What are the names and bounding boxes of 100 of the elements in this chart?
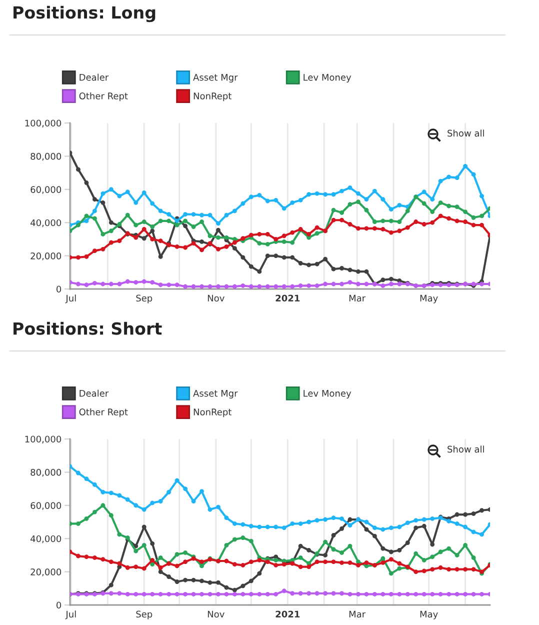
point <box>314 591 320 596</box>
point <box>290 521 295 526</box>
x-tick-label: Mar <box>349 610 366 618</box>
point <box>216 235 220 240</box>
point <box>224 235 229 240</box>
point <box>405 540 410 545</box>
point <box>108 513 114 518</box>
point <box>282 588 286 594</box>
point <box>150 500 155 506</box>
point <box>240 255 246 260</box>
x-tick-label: May <box>420 294 438 304</box>
point <box>306 262 312 268</box>
point <box>224 592 229 596</box>
point <box>274 198 278 202</box>
point <box>454 521 460 526</box>
point <box>380 592 386 596</box>
point <box>422 201 426 206</box>
point <box>232 521 237 526</box>
point <box>232 240 237 245</box>
point <box>314 231 320 236</box>
point <box>100 503 106 508</box>
point <box>117 561 122 566</box>
point <box>200 592 204 596</box>
point <box>142 227 146 232</box>
point <box>340 550 344 555</box>
point <box>108 591 114 596</box>
point <box>216 228 220 232</box>
point <box>372 526 377 530</box>
x-tick-label: May <box>420 610 438 620</box>
point <box>208 580 212 585</box>
point <box>134 592 138 596</box>
line-series <box>70 550 490 574</box>
point <box>446 518 452 524</box>
point <box>100 282 106 286</box>
point <box>380 197 386 202</box>
point <box>232 246 237 251</box>
legend-label: Lev Money <box>304 74 352 82</box>
point <box>92 208 97 214</box>
x-tick-label: Jul <box>65 294 76 304</box>
point <box>92 510 97 514</box>
point <box>191 224 196 229</box>
point <box>414 592 418 596</box>
point <box>265 524 270 530</box>
point <box>166 212 172 217</box>
point <box>463 164 468 168</box>
point <box>100 200 106 205</box>
point <box>298 555 303 560</box>
point <box>248 264 254 269</box>
point <box>331 591 336 596</box>
point <box>166 592 172 596</box>
point <box>232 537 237 542</box>
point <box>323 256 328 262</box>
point <box>306 548 312 552</box>
point <box>100 490 106 494</box>
point <box>183 560 188 564</box>
point <box>240 584 246 588</box>
legend-label: Lev Money <box>304 390 352 398</box>
point <box>158 208 163 214</box>
point <box>290 255 295 260</box>
point <box>348 280 352 285</box>
point <box>76 470 80 476</box>
point <box>282 526 286 530</box>
point <box>446 592 452 596</box>
point <box>306 283 312 288</box>
point <box>372 592 377 596</box>
point <box>117 282 122 286</box>
point <box>108 240 114 245</box>
point <box>92 482 97 487</box>
point <box>397 524 402 530</box>
point <box>282 206 286 211</box>
point <box>191 578 196 582</box>
point <box>430 516 435 521</box>
point <box>298 521 303 526</box>
point <box>397 228 402 234</box>
y-tick-label: 0 <box>56 286 62 293</box>
point <box>257 571 262 576</box>
point <box>158 565 163 570</box>
point <box>454 176 460 180</box>
point <box>331 192 336 197</box>
point <box>108 490 114 496</box>
point <box>438 200 443 205</box>
point <box>422 517 426 522</box>
point <box>430 210 435 214</box>
x-tick-label: Sep <box>136 610 152 620</box>
point <box>282 562 286 567</box>
point <box>323 517 328 522</box>
point <box>471 567 476 572</box>
line-series <box>70 194 490 246</box>
legend-label: NonRept <box>194 92 232 102</box>
y-tick-label: 20,000 <box>30 568 62 576</box>
point <box>380 227 386 232</box>
point <box>84 180 89 185</box>
point <box>422 592 426 596</box>
point <box>117 194 122 198</box>
point <box>158 499 163 504</box>
point <box>438 592 443 596</box>
point <box>174 580 180 584</box>
point <box>142 592 146 596</box>
point <box>463 567 468 572</box>
point <box>240 283 246 288</box>
